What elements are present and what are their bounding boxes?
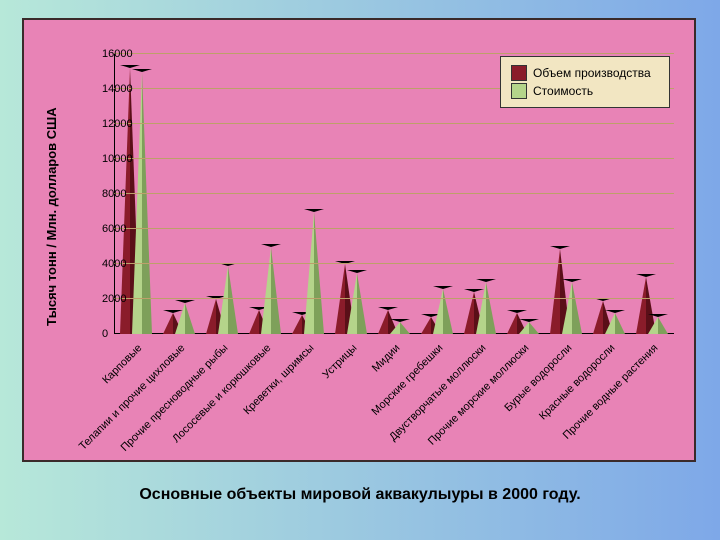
cone (593, 298, 603, 334)
y-tick-label: 14000 (102, 83, 108, 95)
cone (175, 300, 185, 334)
y-tick-label: 8000 (102, 188, 108, 200)
x-tick-label: Прочие водные растения (561, 342, 661, 442)
gridline (114, 158, 674, 159)
cone (519, 319, 529, 334)
cone (378, 307, 388, 334)
y-axis-label: Тысяч тонн / Млн. долларов США (44, 107, 59, 326)
chart-container: Тысяч тонн / Млн. долларов США 0 2000 4000… (22, 18, 696, 462)
cone-shade (142, 69, 152, 334)
cone (464, 289, 474, 334)
gridline (114, 193, 674, 194)
gridline (114, 123, 674, 124)
y-tick-label: 16000 (102, 48, 108, 60)
cone (132, 69, 142, 334)
cone (421, 314, 431, 334)
cone-shade (357, 270, 367, 334)
slide: Тысяч тонн / Млн. долларов США 0 2000 4000… (0, 0, 720, 540)
gridline (114, 228, 674, 229)
y-tick-label: 10000 (102, 153, 108, 165)
legend-item: Объем производства (511, 65, 659, 81)
cone-shade (443, 286, 453, 334)
cone (261, 244, 271, 334)
y-tick-label: 6000 (102, 223, 108, 235)
x-tick-label: Красные водоросли (537, 342, 617, 422)
cone (550, 246, 560, 334)
cone-shade (271, 244, 281, 334)
cone (292, 312, 302, 334)
y-tick-label: 0 (102, 328, 108, 340)
y-tick-label: 2000 (102, 293, 108, 305)
legend: Объем производства Стоимость (500, 56, 670, 108)
chart-caption: Основные объекты мировой аквакулыуры в 2… (0, 486, 720, 504)
x-tick-label: Карповые (100, 342, 144, 386)
cone (390, 319, 400, 334)
cone (206, 296, 216, 334)
cone-shade (486, 279, 496, 334)
cone (347, 270, 357, 334)
gridline (114, 263, 674, 264)
cone (433, 286, 443, 334)
cone-shade (400, 319, 410, 334)
legend-item: Стоимость (511, 83, 659, 99)
cone-shade (572, 279, 582, 334)
x-tick-label: Устрицы (320, 342, 359, 381)
cone-shade (658, 314, 668, 334)
cone (507, 310, 517, 334)
cone (636, 274, 646, 334)
x-tick-label: Мидии (370, 342, 403, 375)
y-tick-label: 4000 (102, 258, 108, 270)
gridline (114, 53, 674, 54)
cone (476, 279, 486, 334)
legend-label: Стоимость (533, 84, 593, 98)
cone (163, 310, 173, 334)
cone (605, 310, 615, 334)
legend-label: Объем производства (533, 66, 651, 80)
cone (249, 307, 259, 334)
cone (562, 279, 572, 334)
cone-shade (185, 300, 195, 334)
gridline (114, 298, 674, 299)
legend-swatch (511, 65, 527, 81)
cone (648, 314, 658, 334)
cone-shade (529, 319, 539, 334)
cone-shade (615, 310, 625, 334)
legend-swatch (511, 83, 527, 99)
y-tick-label: 12000 (102, 118, 108, 130)
